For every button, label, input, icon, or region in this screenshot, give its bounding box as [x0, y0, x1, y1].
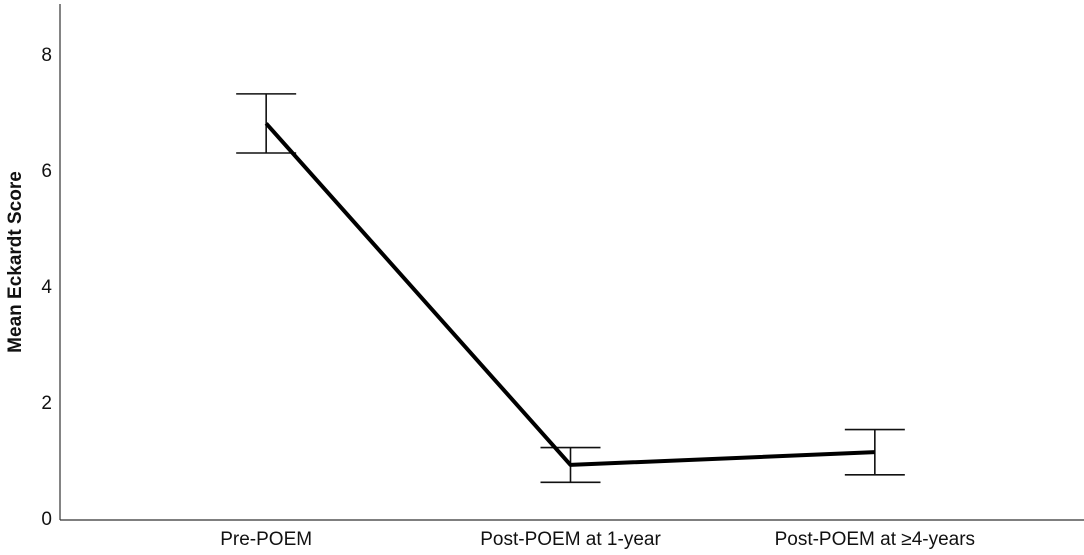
x-tick-label: Post-POEM at 1-year — [480, 529, 661, 550]
y-axis-title: Mean Eckardt Score — [5, 171, 26, 353]
x-tick-label: Post-POEM at ≥4-years — [775, 529, 975, 550]
data-line — [264, 122, 875, 467]
y-tick-label: 6 — [41, 161, 52, 182]
y-tick-label: 8 — [41, 45, 52, 66]
x-tick-label: Pre-POEM — [220, 529, 312, 550]
y-tick-label: 4 — [41, 277, 52, 298]
y-tick-label: 2 — [41, 393, 52, 414]
error-bar — [236, 93, 297, 154]
y-tick-label: 0 — [41, 509, 52, 530]
